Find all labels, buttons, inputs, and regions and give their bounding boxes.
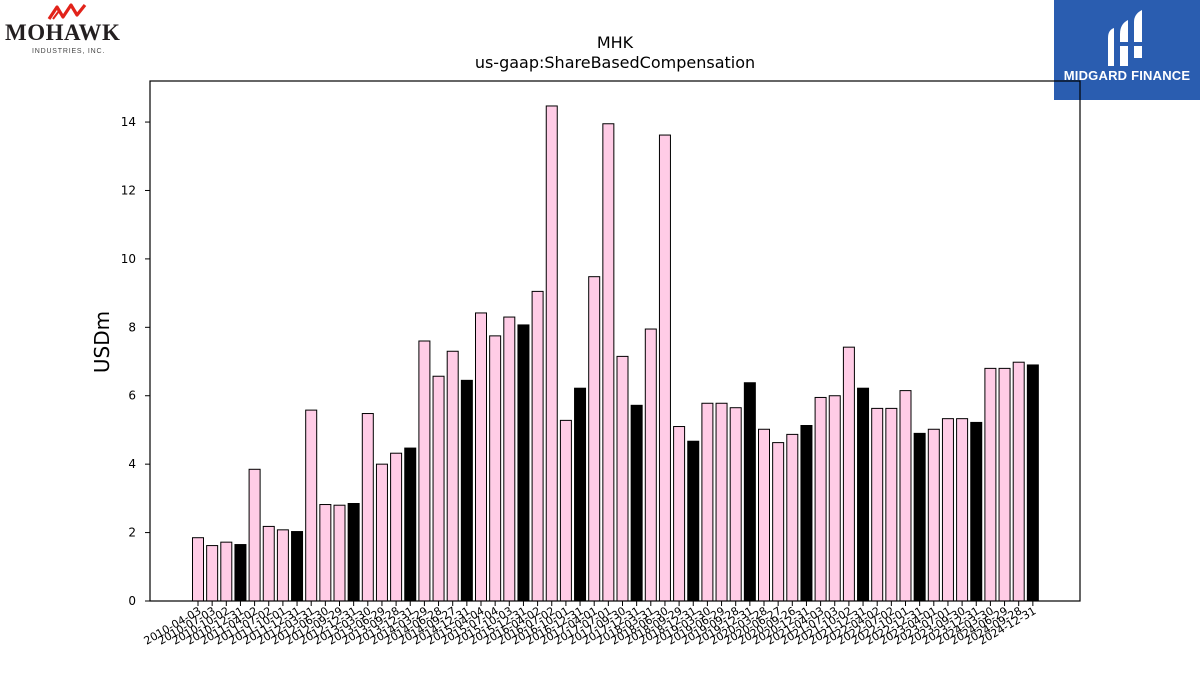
bar-2022-07-02: [885, 407, 898, 602]
bar-2018-03-31: [644, 328, 657, 602]
bar-2019-06-29: [715, 402, 728, 602]
bar-2020-09-26: [786, 433, 799, 602]
bar-2017-07-01: [602, 123, 615, 602]
bar-2013-06-29: [375, 463, 388, 602]
bar-2021-04-03: [814, 396, 827, 602]
bar-2014-06-28: [432, 375, 445, 602]
bar-2014-12-31: [460, 379, 473, 602]
mohawk-logo-subtitle: INDUSTRIES, INC.: [32, 48, 106, 55]
bar-2011-04-02: [248, 468, 261, 602]
midgard-logo-name: MIDGARD FINANCE: [1063, 68, 1191, 83]
bar-2015-10-03: [503, 316, 516, 602]
bar-2010-12-31: [234, 544, 247, 602]
bar-2020-03-28: [758, 428, 770, 602]
bar-2013-09-28: [390, 452, 403, 602]
bar-2023-07-01: [941, 418, 954, 602]
bar-2019-03-30: [701, 402, 714, 602]
bar-2020-06-27: [772, 442, 785, 602]
bar-2016-04-02: [531, 290, 544, 602]
y-tick-label: 6: [128, 389, 136, 403]
bar-2021-07-03: [828, 395, 841, 602]
bar-2010-07-03: [206, 545, 219, 602]
y-tick-label: 8: [128, 320, 136, 334]
bar-2018-12-31: [687, 440, 700, 602]
bar-2024-06-29: [998, 367, 1011, 602]
y-tick-label: 10: [121, 252, 136, 266]
bar-2013-12-31: [404, 447, 417, 602]
bar-2024-09-28: [1012, 361, 1025, 602]
y-axis-label: USDm: [90, 311, 114, 373]
mohawk-logo-name: MOHAWK: [5, 20, 121, 45]
bar-2022-10-01: [899, 390, 912, 602]
bar-2022-04-02: [871, 407, 884, 602]
midgard-mark-icon: [1108, 10, 1144, 66]
bar-2011-12-31: [291, 531, 304, 602]
bar-2021-12-31: [857, 387, 870, 602]
bar-2016-07-02: [545, 105, 558, 602]
y-tick-label: 2: [128, 526, 136, 540]
bar-2023-09-30: [956, 418, 969, 602]
bar-2015-07-04: [489, 335, 502, 602]
bar-2014-03-29: [418, 340, 431, 602]
mohawk-logo: MOHAWK INDUSTRIES, INC.: [0, 0, 140, 62]
bar-2011-10-01: [276, 529, 289, 602]
chart-title: MHK: [597, 33, 634, 52]
mohawk-wave-icon: [47, 3, 87, 20]
bar-2017-09-30: [616, 355, 629, 602]
bar-2010-10-02: [220, 541, 233, 602]
y-tick-label: 12: [121, 183, 136, 197]
bar-2016-10-01: [559, 419, 572, 602]
bars-group: [192, 105, 1039, 602]
bar-2010-04-03: [192, 537, 204, 602]
bar-2017-04-01: [588, 276, 601, 602]
midgard-finance-logo: MIDGARD FINANCE: [1054, 0, 1200, 100]
bar-2014-09-27: [446, 350, 459, 602]
bar-2012-06-30: [319, 504, 332, 602]
bar-2022-12-31: [913, 432, 926, 602]
bar-2015-12-31: [517, 324, 530, 602]
bar-2017-12-31: [630, 404, 643, 602]
bar-2019-09-28: [729, 407, 742, 602]
bar-2018-09-29: [673, 426, 686, 602]
bar-2015-04-04: [475, 312, 487, 602]
plot-frame: [149, 80, 1081, 602]
bar-2018-06-30: [658, 134, 671, 602]
y-axis: 0 2 4 6 8 10 12 14: [121, 115, 150, 608]
bar-2012-09-29: [333, 504, 346, 602]
bar-2012-12-31: [347, 503, 360, 602]
bar-2023-12-31: [970, 421, 983, 602]
y-tick-label: 4: [128, 457, 136, 471]
bar-2011-07-02: [262, 525, 275, 602]
y-tick-label: 14: [121, 115, 136, 129]
bar-2024-03-30: [984, 367, 997, 602]
bar-2016-12-31: [574, 387, 587, 602]
x-axis: 2010-04-032010-07-032010-10-022010-12-31…: [142, 601, 1038, 648]
y-tick-label: 0: [128, 594, 136, 608]
bar-2012-03-31: [305, 409, 318, 602]
bar-2020-12-31: [800, 425, 813, 602]
bar-2024-12-31: [1026, 364, 1039, 602]
chart-subtitle: us-gaap:ShareBasedCompensation: [475, 53, 755, 72]
bar-2019-12-31: [743, 382, 756, 602]
bar-2021-10-02: [842, 346, 855, 602]
bar-2023-04-01: [927, 428, 940, 602]
bar-2013-03-30: [361, 413, 374, 602]
